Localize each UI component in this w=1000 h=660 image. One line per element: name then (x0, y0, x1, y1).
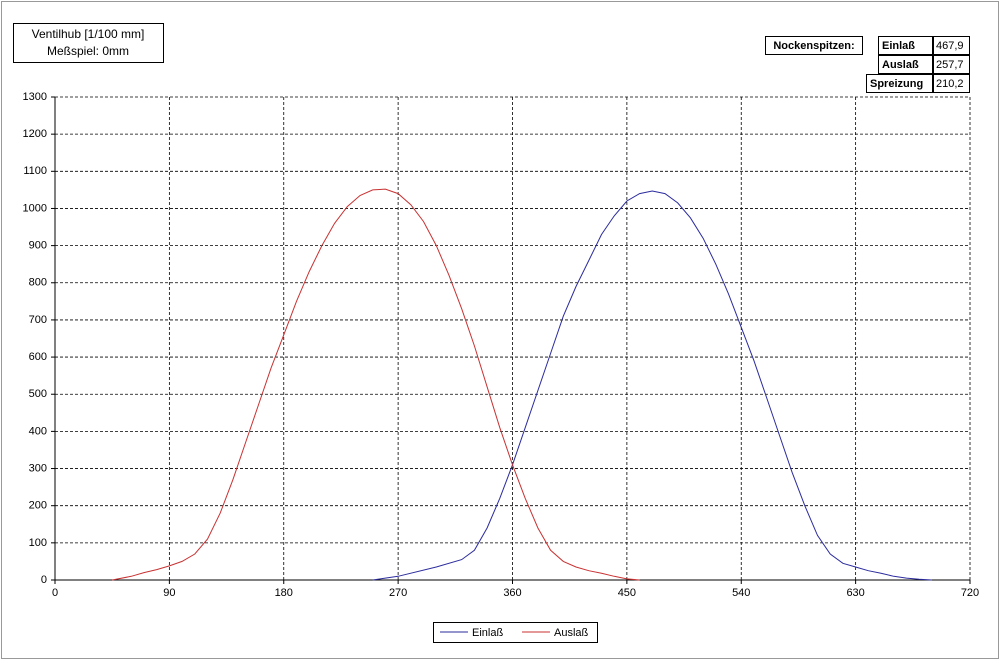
peak-heading: Nockenspitzen: (773, 40, 854, 52)
y-tick-label: 300 (29, 462, 47, 474)
y-tick-label: 900 (29, 240, 47, 252)
y-tick-label: 1100 (23, 165, 47, 177)
peak-value: 257,7 (936, 59, 964, 71)
peak-label: Einlaß (882, 40, 915, 52)
peak-label: Auslaß (882, 59, 919, 71)
legend-label: Auslaß (554, 627, 589, 639)
title-box (13, 23, 164, 63)
peak-label-box (878, 55, 933, 74)
peak-value: 467,9 (936, 40, 964, 52)
legend-label: Einlaß (472, 627, 503, 639)
peak-value-box (933, 36, 970, 55)
x-tick-label: 540 (732, 587, 750, 599)
x-tick-label: 450 (618, 587, 636, 599)
y-tick-label: 800 (29, 277, 47, 289)
x-tick-label: 90 (163, 587, 175, 599)
peak-value: 210,2 (936, 78, 964, 90)
chart-title: Ventilhub [1/100 mm] (32, 27, 145, 41)
x-tick-label: 0 (52, 587, 58, 599)
legend (433, 622, 598, 643)
y-tick-label: 1300 (23, 91, 47, 103)
peak-value-box (933, 74, 970, 93)
y-tick-label: 100 (29, 537, 47, 549)
y-tick-label: 400 (29, 425, 47, 437)
y-tick-label: 200 (29, 500, 47, 512)
y-tick-label: 500 (29, 388, 47, 400)
peak-label-box (866, 74, 933, 93)
series-line (112, 188, 640, 581)
x-tick-label: 180 (275, 587, 293, 599)
series-line (372, 190, 932, 581)
y-tick-label: 1000 (23, 202, 47, 214)
x-tick-label: 630 (846, 587, 864, 599)
peak-label-box (878, 36, 933, 55)
y-tick-label: 700 (29, 314, 47, 326)
x-tick-label: 360 (503, 587, 521, 599)
y-tick-label: 600 (29, 351, 47, 363)
y-tick-label: 1200 (23, 128, 47, 140)
peak-heading-box (765, 36, 863, 55)
y-tick-label: 0 (41, 574, 47, 586)
peak-label: Spreizung (870, 78, 923, 90)
peak-value-box (933, 55, 970, 74)
x-tick-label: 270 (389, 587, 407, 599)
chart-subtitle: Meßspiel: 0mm (47, 44, 129, 58)
x-tick-label: 720 (961, 587, 979, 599)
